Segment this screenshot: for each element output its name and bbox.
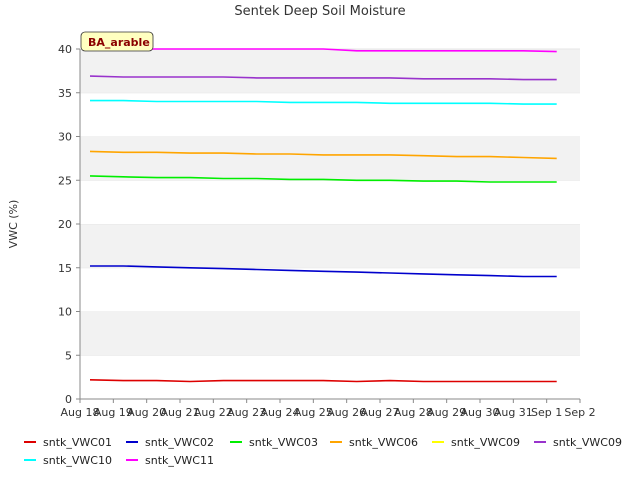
x-tick-label: Aug 21 <box>161 406 200 419</box>
series-line-sntk_VWC03 <box>89 175 557 183</box>
legend-label: sntk_VWC03 <box>249 436 318 449</box>
grid-band <box>80 267 580 312</box>
legend-label: sntk_VWC09 <box>451 436 520 449</box>
x-tick-label: Aug 23 <box>227 406 266 419</box>
grid-band <box>80 180 580 224</box>
series-line-sntk_VWC02 <box>90 265 557 278</box>
x-tick-label: Aug 30 <box>461 406 500 419</box>
y-tick-label: 20 <box>58 218 72 231</box>
x-tick-label: Aug 18 <box>61 406 100 419</box>
y-tick-label: 5 <box>65 349 72 362</box>
badge-box <box>80 31 154 52</box>
y-tick-label: 10 <box>58 306 72 319</box>
x-tick-label: Aug 20 <box>127 406 166 419</box>
series-line-sntk_VWC06 <box>89 150 557 160</box>
badge: BA_arable <box>80 31 154 52</box>
series-layer <box>89 48 557 383</box>
x-tick-label: Aug 31 <box>494 406 533 419</box>
x-tick-label: Sep 2 <box>564 406 595 419</box>
y-tick-label: 35 <box>58 87 72 100</box>
x-tick-label: Sep 1 <box>531 406 562 419</box>
grid-band <box>80 355 580 399</box>
x-tick-label: Aug 25 <box>294 406 333 419</box>
y-tick-label: 40 <box>58 43 72 56</box>
series-line-sntk_VWC10 <box>90 99 557 105</box>
badge-label: BA_arable <box>88 36 150 49</box>
grid-band <box>80 92 580 137</box>
x-tick-label: Aug 24 <box>261 406 300 419</box>
legend-label: sntk_VWC09 <box>553 436 622 449</box>
chart-title: Sentek Deep Soil Moisture <box>234 4 405 19</box>
grid-band <box>80 136 580 181</box>
legend-label: sntk_VWC10 <box>43 454 112 467</box>
y-axis-label: VWC (%) <box>7 200 20 249</box>
x-tick-label: Aug 28 <box>394 406 433 419</box>
y-tick-label: 15 <box>58 262 72 275</box>
x-tick-label: Aug 22 <box>194 406 233 419</box>
legend-label: sntk_VWC02 <box>145 436 214 449</box>
legend-label: sntk_VWC01 <box>43 436 112 449</box>
legend: sntk_VWC01 sntk_VWC02 sntk_VWC03 sntk_VWC06… <box>24 436 622 467</box>
y-tick-label: 0 <box>65 393 72 406</box>
series-line-sntk_VWC11 <box>90 48 557 53</box>
x-tick-label: Aug 19 <box>94 406 133 419</box>
x-tick-label: Aug 26 <box>327 406 366 419</box>
legend-label: sntk_VWC11 <box>145 454 214 467</box>
series-line-sntk_VWC01 <box>89 379 557 383</box>
y-tick-label: 30 <box>58 131 72 144</box>
legend-label: sntk_VWC06 <box>349 436 418 449</box>
plot-background <box>80 48 580 399</box>
y-tick-label: 25 <box>58 174 72 187</box>
x-tick-label: Aug 29 <box>427 406 466 419</box>
grid-band <box>80 224 580 268</box>
x-tick-label: Aug 27 <box>361 406 400 419</box>
grid-band <box>80 49 580 93</box>
series-line-sntk_VWC09 <box>89 75 557 81</box>
grid-band <box>80 311 580 356</box>
